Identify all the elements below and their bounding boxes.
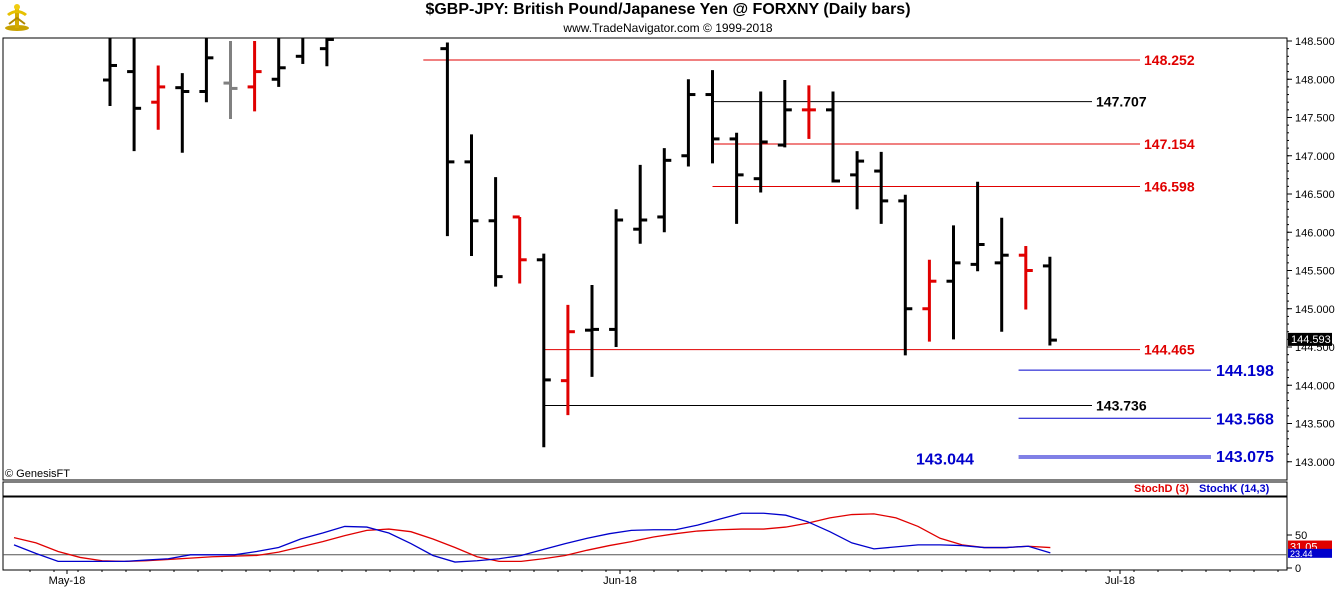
price-panel-border [2, 37, 1288, 481]
stoch-k-line [13, 512, 1051, 563]
ohlc-bar [127, 38, 142, 152]
date-tick-label: May-18 [49, 575, 86, 587]
level-label: 147.154 [1144, 136, 1195, 152]
last-price-label: 144.593 [1291, 334, 1331, 346]
ohlc-bar [295, 38, 305, 64]
level-label: 144.198 [1216, 363, 1274, 380]
level-label: 143.568 [1216, 411, 1274, 428]
ohlc-bar [440, 42, 455, 237]
price-axis: 148.500 148.000 147.500 147.000 146.500 146.0… [1287, 36, 1335, 469]
ohlc-bar [657, 148, 672, 233]
level-label: 148.252 [1144, 52, 1195, 68]
chart-frame [2, 37, 1288, 571]
level-label: 144.465 [1144, 342, 1195, 358]
ohlc-bar [271, 38, 286, 87]
price-tick-label: 147.000 [1295, 151, 1335, 163]
ohlc-bar [777, 80, 792, 148]
ohlc-bar [609, 209, 624, 347]
level-label: 143.736 [1096, 397, 1147, 413]
level-label: 143.044 [916, 451, 974, 468]
ohlc-bar [874, 151, 889, 224]
ohlc-bar [994, 217, 1009, 332]
legend-strip [2, 481, 1288, 497]
stoch-tick-label: 50 [1295, 530, 1307, 542]
ohlc-bar [946, 225, 961, 340]
ohlc-bar [199, 38, 214, 103]
ohlc-bar [922, 259, 937, 342]
chart-title: $GBP-JPY: British Pound/Japanese Yen @ F… [425, 1, 911, 18]
price-tick-label: 143.000 [1295, 457, 1335, 469]
ohlc-bar [705, 70, 720, 164]
stoch-d-line [13, 513, 1051, 563]
chart-subtitle: www.TradeNavigator.com © 1999-2018 [563, 21, 773, 35]
price-tick-label: 145.000 [1295, 304, 1335, 316]
price-tick-label: 146.500 [1295, 189, 1335, 201]
ohlc-bar [826, 91, 840, 183]
price-tick-label: 148.500 [1295, 36, 1335, 48]
last-price-box [1288, 332, 1332, 346]
stochastic-panel-border [2, 496, 1288, 571]
price-tick-label: 148.000 [1295, 74, 1335, 86]
ohlc-bar [898, 194, 913, 356]
level-label: 146.598 [1144, 179, 1195, 195]
ohlc-bar [512, 215, 527, 284]
stoch-k-value-box [1288, 548, 1332, 558]
price-tick-label: 147.500 [1295, 113, 1335, 125]
level-label: 143.075 [1216, 449, 1274, 466]
ohlc-bar [247, 41, 262, 112]
price-bars [103, 37, 1057, 448]
legend-stoch-d: StochD (3) [1134, 483, 1189, 495]
stoch-tick-label: 0 [1295, 563, 1301, 575]
ohlc-bar [850, 151, 865, 210]
price-tick-label: 145.500 [1295, 266, 1335, 278]
trade-navigator-logo-icon [3, 2, 31, 32]
price-tick-label: 143.500 [1295, 419, 1335, 431]
ohlc-bar [464, 134, 479, 256]
stoch-k-value: 23.44 [1290, 549, 1313, 559]
ohlc-bar [151, 65, 166, 130]
ohlc-bar [223, 41, 238, 120]
price-tick-label: 144.000 [1295, 380, 1335, 392]
ohlc-bar [585, 285, 599, 377]
ohlc-bar [753, 91, 768, 193]
ohlc-bar [319, 37, 334, 67]
ohlc-bar [175, 73, 190, 153]
ohlc-bar [681, 79, 696, 167]
ohlc-bar [536, 253, 551, 448]
ohlc-bar [1042, 256, 1057, 346]
price-tick-label: 146.000 [1295, 227, 1335, 239]
ohlc-bar [729, 132, 744, 224]
level-label: 147.707 [1096, 94, 1147, 110]
date-axis: May-18 Jun-18 Jul-18 [29, 570, 1279, 587]
legend-stoch-k: StochK (14,3) [1199, 483, 1270, 495]
ohlc-bar [488, 177, 503, 287]
ohlc-bar [801, 85, 816, 139]
ohlc-bar [560, 304, 575, 416]
ohlc-bar [633, 164, 648, 244]
ohlc-bar [1018, 246, 1033, 310]
level-lines: 148.252 147.707 147.154 146.598 144.465 143.7… [423, 52, 1274, 468]
ohlc-bar [103, 38, 117, 107]
date-tick-label: Jun-18 [603, 575, 637, 587]
copyright-label: © GenesisFT [5, 468, 70, 480]
date-tick-label: Jul-18 [1105, 575, 1135, 587]
ohlc-bar [970, 181, 985, 272]
